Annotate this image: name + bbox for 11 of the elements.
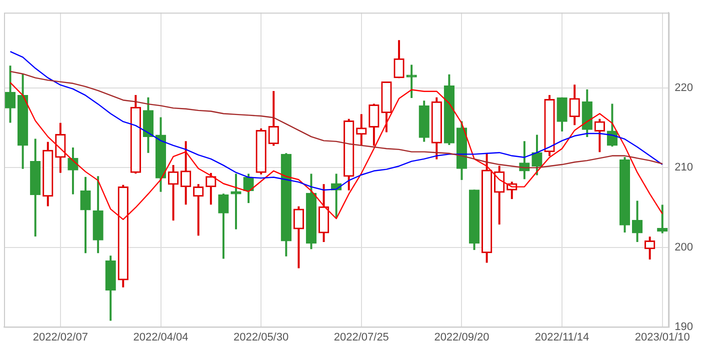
x-tick-label: 2022/02/07	[32, 331, 88, 344]
y-tick-label: 190	[674, 320, 694, 333]
x-tick-label: 2023/01/10	[634, 331, 690, 344]
x-tick-label: 2022/04/04	[133, 331, 188, 344]
y-tick-label: 210	[674, 162, 694, 174]
y-tick-label: 200	[674, 241, 694, 254]
x-tick-label: 2022/05/30	[234, 331, 289, 344]
x-tick-label: 2022/11/14	[534, 331, 590, 344]
x-tick-label: 2022/09/20	[434, 331, 490, 344]
x-tick-label: 2022/07/25	[334, 331, 389, 344]
y-tick-label: 220	[674, 82, 694, 94]
